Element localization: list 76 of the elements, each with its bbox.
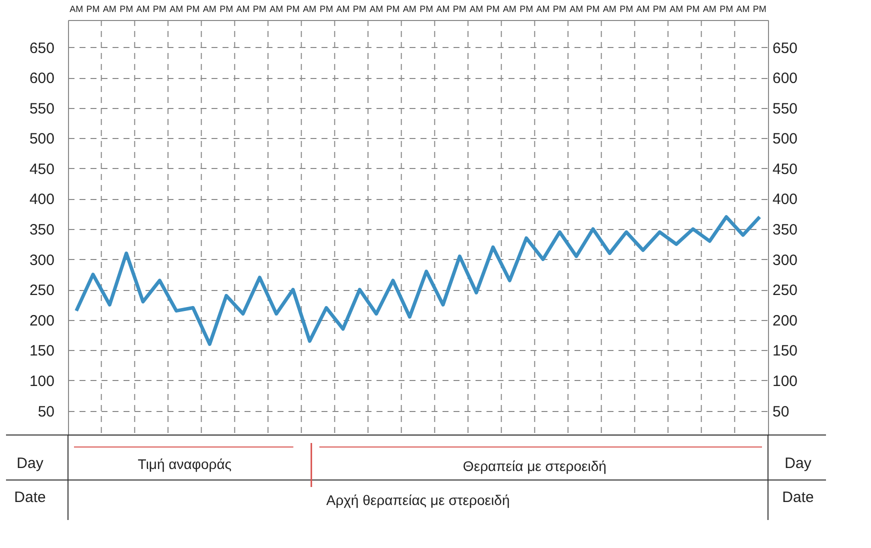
x-tick-label: AM xyxy=(136,4,150,14)
x-tick-label: PM xyxy=(452,4,466,14)
x-tick-label: PM xyxy=(286,4,300,14)
x-tick-label: PM xyxy=(552,4,566,14)
x-tick-label: PM xyxy=(252,4,266,14)
x-tick-label: AM xyxy=(170,4,184,14)
x-tick-label: PM xyxy=(420,4,434,14)
y2-tick-label: 200 xyxy=(772,312,798,330)
y-tick-label: 300 xyxy=(29,252,54,269)
text: Τιμή αναφοράς xyxy=(138,456,232,472)
x-tick-label: AM xyxy=(670,4,684,14)
y-tick-label: 150 xyxy=(29,342,54,360)
y2-tick-label: 250 xyxy=(772,282,798,300)
text: Day xyxy=(16,455,44,472)
x-tick-label: PM xyxy=(152,4,166,14)
x-tick-label: PM xyxy=(186,4,200,14)
x-tick-label: PM xyxy=(686,4,700,14)
y2-tick-label: 600 xyxy=(772,70,798,88)
x-tick-label: PM xyxy=(586,4,600,14)
x-tick-label: PM xyxy=(220,4,234,14)
x-tick-label: PM xyxy=(486,4,500,14)
x-tick-label: AM xyxy=(436,4,450,14)
x-tick-label: AM xyxy=(570,4,584,14)
x-tick-label: PM xyxy=(652,4,666,14)
line-series xyxy=(74,215,762,346)
y-tick-label: 550 xyxy=(29,100,54,118)
y2-tick-label: 150 xyxy=(772,342,798,360)
x-tick-label: AM xyxy=(636,4,650,14)
y-tick-label: 400 xyxy=(29,191,54,208)
x-tick-label: AM xyxy=(102,4,116,14)
y2-tick-label: 550 xyxy=(772,100,798,118)
y-tick-label: 650 xyxy=(29,40,54,57)
x-tick-label: PM xyxy=(86,4,100,14)
x-tick-label: AM xyxy=(502,4,516,14)
x-tick-label: PM xyxy=(520,4,534,14)
x-tick-label: AM xyxy=(202,4,216,14)
x-tick-label: AM xyxy=(470,4,484,14)
x-tick-label: AM xyxy=(402,4,416,14)
y-tick-label: 600 xyxy=(29,70,54,88)
x-tick-label: AM xyxy=(536,4,550,14)
text: Date xyxy=(782,489,814,506)
text: Αρχή θεραπείας με στεροειδή xyxy=(326,492,510,508)
y2-tick-label: 500 xyxy=(772,130,798,148)
x-tick-label: PM xyxy=(720,4,734,14)
y2-tick-label: 450 xyxy=(772,160,798,178)
y2-tick-label: 50 xyxy=(772,403,790,420)
y2-tick-label: 350 xyxy=(772,222,798,239)
y-tick-label: 250 xyxy=(29,282,54,300)
y-tick-label: 200 xyxy=(29,312,54,330)
x-tick-label: PM xyxy=(620,4,634,14)
text: Θεραπεία με στεροειδή xyxy=(462,458,606,474)
x-tick-label: PM xyxy=(352,4,366,14)
x-tick-label: AM xyxy=(336,4,350,14)
x-tick-label: AM xyxy=(602,4,616,14)
text: Day xyxy=(784,455,812,472)
x-tick-label: AM xyxy=(302,4,316,14)
text: Date xyxy=(14,489,46,506)
x-tick-label: PM xyxy=(320,4,334,14)
x-tick-label: PM xyxy=(386,4,400,14)
y2-tick-label: 100 xyxy=(772,372,798,390)
x-tick-label: AM xyxy=(370,4,384,14)
x-tick-label: AM xyxy=(270,4,284,14)
y2-tick-label: 400 xyxy=(772,191,798,208)
y-tick-label: 500 xyxy=(29,130,54,148)
y-tick-label: 100 xyxy=(29,372,54,390)
x-tick-label: AM xyxy=(702,4,716,14)
x-tick-label: AM xyxy=(70,4,84,14)
x-tick-label: AM xyxy=(736,4,750,14)
y-tick-label: 450 xyxy=(29,160,54,178)
y2-tick-label: 300 xyxy=(772,252,798,269)
y2-tick-label: 650 xyxy=(772,40,798,57)
y-tick-label: 350 xyxy=(29,222,54,239)
x-tick-label: PM xyxy=(120,4,134,14)
x-tick-label: AM xyxy=(236,4,250,14)
x-tick-label: PM xyxy=(752,4,766,14)
y-tick-label: 50 xyxy=(38,403,54,420)
